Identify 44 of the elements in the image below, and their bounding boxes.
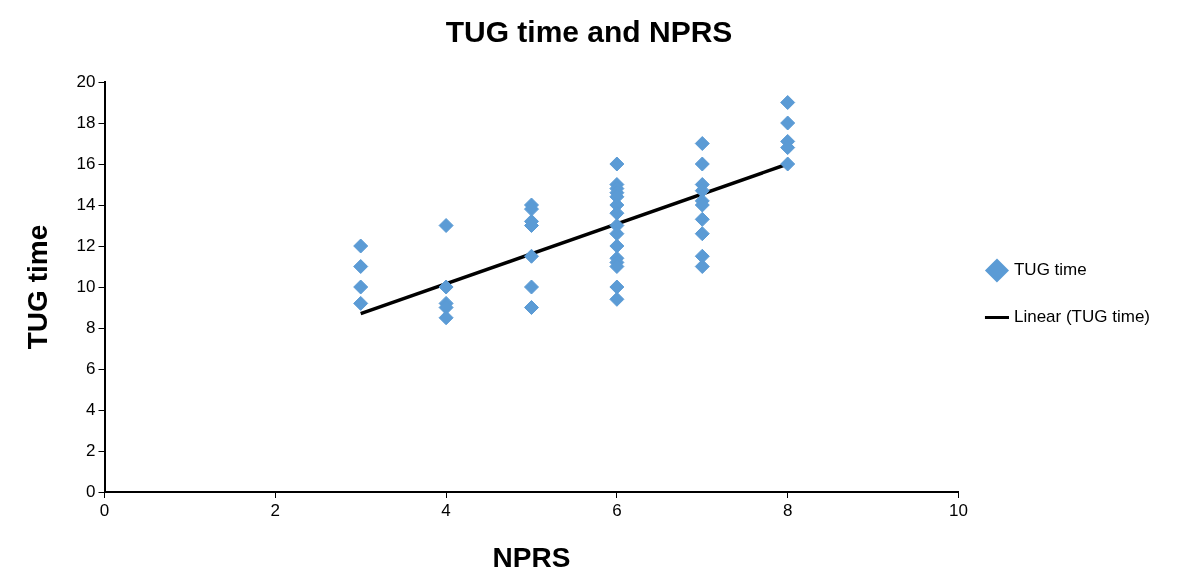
point xyxy=(780,95,796,110)
point xyxy=(353,279,369,295)
point xyxy=(438,279,454,295)
chart-title: TUG time and NPRS xyxy=(445,15,733,49)
y-tick-label: 0 xyxy=(86,481,96,501)
point xyxy=(523,300,539,315)
point xyxy=(609,156,625,172)
y-tick-label: 14 xyxy=(76,194,96,214)
y-tick-label: 6 xyxy=(86,358,96,378)
y-tick-label: 4 xyxy=(86,399,96,419)
point xyxy=(780,156,796,172)
x-tick-label: 6 xyxy=(612,500,622,520)
point xyxy=(694,259,710,274)
y-axis-title: TUG time xyxy=(21,224,53,350)
x-tick-label: 2 xyxy=(270,500,281,520)
point xyxy=(353,238,369,254)
x-axis-title: NPRS xyxy=(492,541,571,573)
y-tick-label: 16 xyxy=(76,153,96,173)
y-tick-label: 18 xyxy=(76,112,96,132)
point xyxy=(523,279,539,295)
legend-label: TUG time xyxy=(1013,260,1087,280)
point xyxy=(780,115,796,131)
y-tick-label: 20 xyxy=(76,71,96,91)
point xyxy=(438,310,454,326)
y-tick-label: 10 xyxy=(76,276,96,296)
point xyxy=(694,136,710,151)
point xyxy=(694,211,710,227)
y-tick-label: 2 xyxy=(86,440,96,460)
x-tick-label: 0 xyxy=(99,500,110,520)
legend-label: Linear (TUG time) xyxy=(1013,307,1151,327)
x-tick-label: 8 xyxy=(782,500,793,520)
y-tick-label: 8 xyxy=(86,317,96,337)
point xyxy=(609,291,625,307)
point xyxy=(438,218,454,233)
point xyxy=(694,156,710,172)
point xyxy=(609,279,625,295)
x-tick-label: 4 xyxy=(441,500,451,520)
point xyxy=(353,295,369,311)
point xyxy=(694,226,710,242)
point xyxy=(353,259,369,274)
point xyxy=(609,238,625,254)
point xyxy=(523,248,539,264)
x-tick-label: 10 xyxy=(949,500,968,520)
y-tick-label: 12 xyxy=(76,235,96,255)
